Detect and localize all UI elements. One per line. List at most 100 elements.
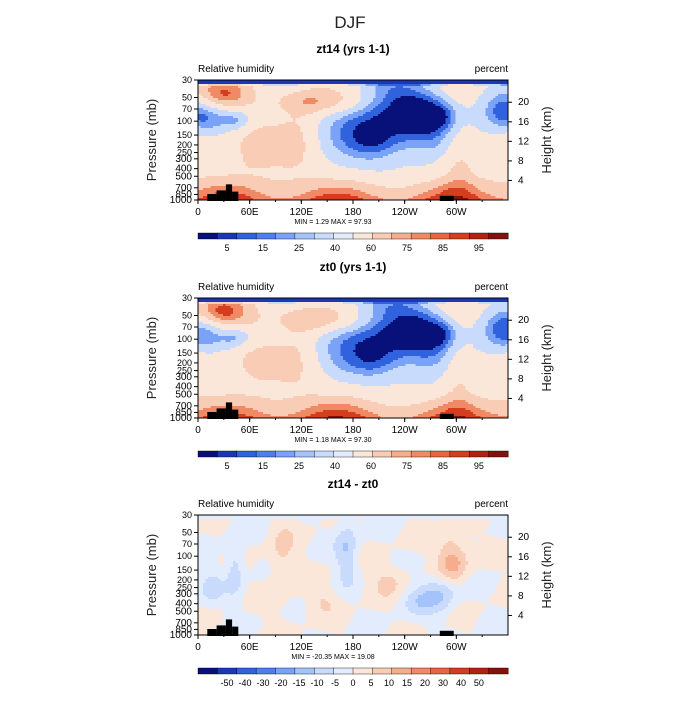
field-cell	[298, 94, 302, 97]
field-cell	[260, 138, 264, 141]
field-cell	[418, 134, 422, 137]
field-cell	[500, 98, 504, 101]
field-cell	[338, 90, 342, 93]
field-cell	[393, 106, 397, 109]
field-cell	[375, 88, 379, 91]
field-cell	[353, 158, 357, 161]
field-cell	[263, 112, 267, 115]
field-cell	[205, 140, 209, 143]
field-cell	[275, 138, 279, 141]
field-cell	[383, 136, 387, 139]
field-cell	[228, 104, 232, 107]
field-cell	[268, 144, 272, 147]
field-cell	[490, 120, 494, 123]
field-cell	[273, 100, 277, 103]
field-cell	[258, 90, 262, 93]
field-cell	[378, 98, 382, 101]
field-cell	[448, 112, 452, 115]
field-cell	[390, 116, 394, 119]
field-cell	[313, 150, 317, 153]
field-cell	[380, 152, 384, 155]
field-cell	[403, 154, 407, 157]
field-cell	[348, 140, 352, 143]
field-cell	[340, 154, 344, 157]
field-cell	[393, 146, 397, 149]
field-cell	[285, 122, 289, 125]
field-cell	[320, 154, 324, 157]
field-cell	[455, 108, 459, 111]
field-cell	[233, 92, 237, 95]
field-cell	[288, 94, 292, 97]
field-cell	[315, 84, 319, 87]
field-cell	[358, 146, 362, 149]
field-cell	[255, 110, 259, 113]
field-cell	[338, 150, 342, 153]
field-cell	[390, 110, 394, 113]
field-cell	[503, 136, 507, 139]
field-cell	[463, 130, 467, 133]
field-cell	[385, 132, 389, 135]
field-cell	[360, 118, 364, 121]
field-cell	[270, 88, 274, 91]
field-cell	[293, 146, 297, 149]
field-cell	[323, 86, 327, 89]
field-cell	[465, 116, 469, 119]
field-cell	[340, 106, 344, 109]
field-cell	[293, 116, 297, 119]
field-cell	[420, 84, 424, 87]
field-cell	[318, 94, 322, 97]
field-cell	[458, 148, 462, 151]
field-cell	[253, 98, 257, 101]
field-cell	[215, 108, 219, 111]
field-cell	[453, 120, 457, 123]
field-cell	[200, 144, 204, 147]
field-cell	[453, 116, 457, 119]
field-cell	[255, 126, 259, 129]
field-cell	[388, 92, 392, 95]
field-cell	[373, 94, 377, 97]
field-cell	[235, 84, 239, 87]
field-cell	[365, 110, 369, 113]
field-cell	[465, 140, 469, 143]
field-cell	[353, 90, 357, 93]
field-cell	[400, 120, 404, 123]
field-cell	[290, 142, 294, 145]
field-cell	[308, 146, 312, 149]
field-cell	[395, 148, 399, 151]
field-cell	[328, 144, 332, 147]
field-cell	[250, 100, 254, 103]
field-cell	[465, 136, 469, 139]
field-cell	[245, 96, 249, 99]
field-cell	[488, 136, 492, 139]
field-cell	[420, 156, 424, 159]
field-cell	[388, 88, 392, 91]
field-cell	[345, 146, 349, 149]
field-cell	[450, 106, 454, 109]
field-cell	[303, 156, 307, 159]
field-cell	[325, 124, 329, 127]
field-cell	[453, 154, 457, 157]
field-cell	[400, 116, 404, 119]
field-cell	[380, 96, 384, 99]
field-cell	[343, 120, 347, 123]
field-cell	[453, 132, 457, 135]
field-cell	[253, 146, 257, 149]
field-cell	[280, 110, 284, 113]
field-cell	[348, 112, 352, 115]
field-cell	[435, 154, 439, 157]
field-cell	[218, 104, 222, 107]
field-cell	[335, 96, 339, 99]
field-cell	[420, 110, 424, 113]
field-cell	[228, 112, 232, 115]
field-cell	[480, 158, 484, 161]
field-cell	[275, 154, 279, 157]
field-cell	[293, 124, 297, 127]
field-cell	[445, 86, 449, 89]
field-cell	[353, 108, 357, 111]
field-cell	[423, 120, 427, 123]
field-cell	[343, 134, 347, 137]
field-cell	[305, 156, 309, 159]
field-cell	[360, 96, 364, 99]
field-cell	[325, 142, 329, 145]
field-cell	[415, 156, 419, 159]
